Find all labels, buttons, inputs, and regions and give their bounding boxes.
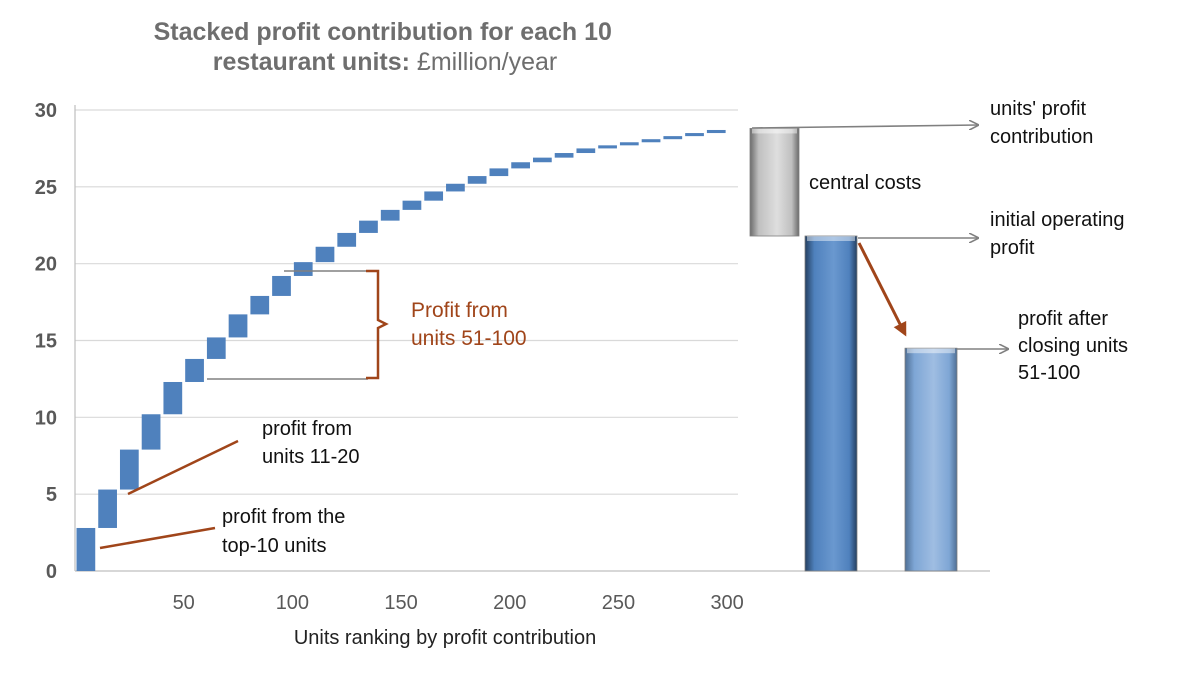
step-bar-240 — [576, 148, 596, 154]
arrow-units-profit — [751, 125, 978, 128]
arrow-closing-drop — [857, 242, 907, 337]
step-bar-50 — [163, 381, 183, 415]
step-bar-110 — [293, 262, 313, 276]
x-tick-200: 200 — [493, 592, 526, 614]
step-bar-260 — [619, 142, 639, 146]
chart-title-bold: Stacked profit contribution for each 10 — [154, 18, 612, 46]
annotation-units-profit: units' profit contribution — [751, 98, 1093, 148]
step-bar-70 — [206, 337, 226, 359]
step-bar-280 — [663, 136, 683, 140]
waterfall-bar-highlight-3 — [907, 348, 955, 354]
annotation-after-closing-text: profit after closing units 51-100 — [1018, 308, 1134, 384]
step-bar-20 — [98, 489, 117, 528]
y-tick-20: 20 — [35, 254, 57, 276]
annotation-central-costs: central costs — [809, 172, 921, 194]
x-tick-250: 250 — [602, 592, 635, 614]
step-bar-160 — [402, 200, 422, 210]
step-bar-90 — [250, 295, 270, 315]
annotation-initial-profit: initial operating profit — [858, 209, 1130, 259]
gridlines — [75, 109, 738, 495]
x-axis-label: Units ranking by profit contribution — [294, 627, 596, 649]
annotation-units51-100: Profit from units 51-100 — [207, 269, 527, 380]
x-tick-100: 100 — [276, 592, 309, 614]
annotation-top10: profit from the top-10 units — [99, 506, 351, 557]
waterfall-bar-2 — [804, 235, 858, 572]
step-bar-220 — [532, 157, 552, 163]
step-bar-140 — [359, 220, 378, 233]
waterfall-bar-highlight-2 — [807, 236, 855, 242]
y-tick-30: 30 — [35, 100, 57, 122]
y-tick-labels: 0 5 10 15 20 25 30 — [35, 100, 57, 583]
step-bar-200 — [489, 168, 509, 177]
chart-title-line2: restaurant units: £million/year — [213, 48, 558, 76]
waterfall-bar-3 — [904, 347, 958, 572]
annotation-top10-leader — [99, 526, 216, 550]
step-bar-60 — [185, 358, 204, 382]
step-bar-180 — [446, 183, 465, 192]
step-bar-250 — [598, 145, 617, 149]
step-bar-170 — [424, 191, 444, 201]
chart-title-bold-2: restaurant units: — [213, 48, 417, 76]
step-bar-100 — [272, 275, 291, 296]
step-bar-80 — [228, 314, 248, 338]
annotation-after-closing: profit after closing units 51-100 — [957, 308, 1134, 384]
waterfall-bars — [749, 128, 958, 572]
x-tick-labels: 50 100 150 200 250 300 — [173, 592, 744, 614]
step-bar-30 — [119, 449, 139, 490]
bracket-brace — [366, 269, 389, 380]
y-tick-0: 0 — [46, 561, 57, 583]
annotation-units51-100-text: Profit from units 51-100 — [411, 299, 527, 350]
chart-title-unit: £million/year — [417, 48, 557, 76]
step-bar-10 — [76, 527, 96, 571]
y-tick-25: 25 — [35, 177, 57, 199]
chart-title: Stacked profit contribution for each 10 … — [154, 18, 617, 76]
x-tick-300: 300 — [710, 592, 743, 614]
step-bar-150 — [380, 209, 400, 221]
step-series — [76, 129, 726, 571]
waterfall-bar-highlight-1 — [752, 128, 797, 134]
annotation-top10-text: profit from the top-10 units — [222, 506, 351, 557]
step-bar-290 — [685, 133, 704, 137]
annotation-units-profit-text: units' profit contribution — [990, 98, 1093, 148]
annotation-units11-20: profit from units 11-20 — [127, 418, 359, 496]
annotation-units11-20-leader — [127, 439, 239, 496]
annotation-units11-20-text: profit from units 11-20 — [262, 418, 359, 468]
waterfall-bar-1 — [749, 128, 800, 237]
step-bar-230 — [554, 153, 574, 158]
y-tick-15: 15 — [35, 331, 57, 353]
y-tick-5: 5 — [46, 484, 57, 506]
step-bar-40 — [141, 414, 161, 450]
step-bar-300 — [706, 129, 726, 134]
x-tick-50: 50 — [173, 592, 195, 614]
step-bar-120 — [315, 246, 335, 263]
annotation-initial-profit-text: initial operating profit — [990, 209, 1130, 259]
step-bar-130 — [337, 232, 357, 247]
x-tick-150: 150 — [384, 592, 417, 614]
step-bar-210 — [511, 162, 530, 169]
step-bar-190 — [467, 176, 487, 184]
step-bar-270 — [641, 139, 661, 143]
y-tick-10: 10 — [35, 407, 57, 429]
